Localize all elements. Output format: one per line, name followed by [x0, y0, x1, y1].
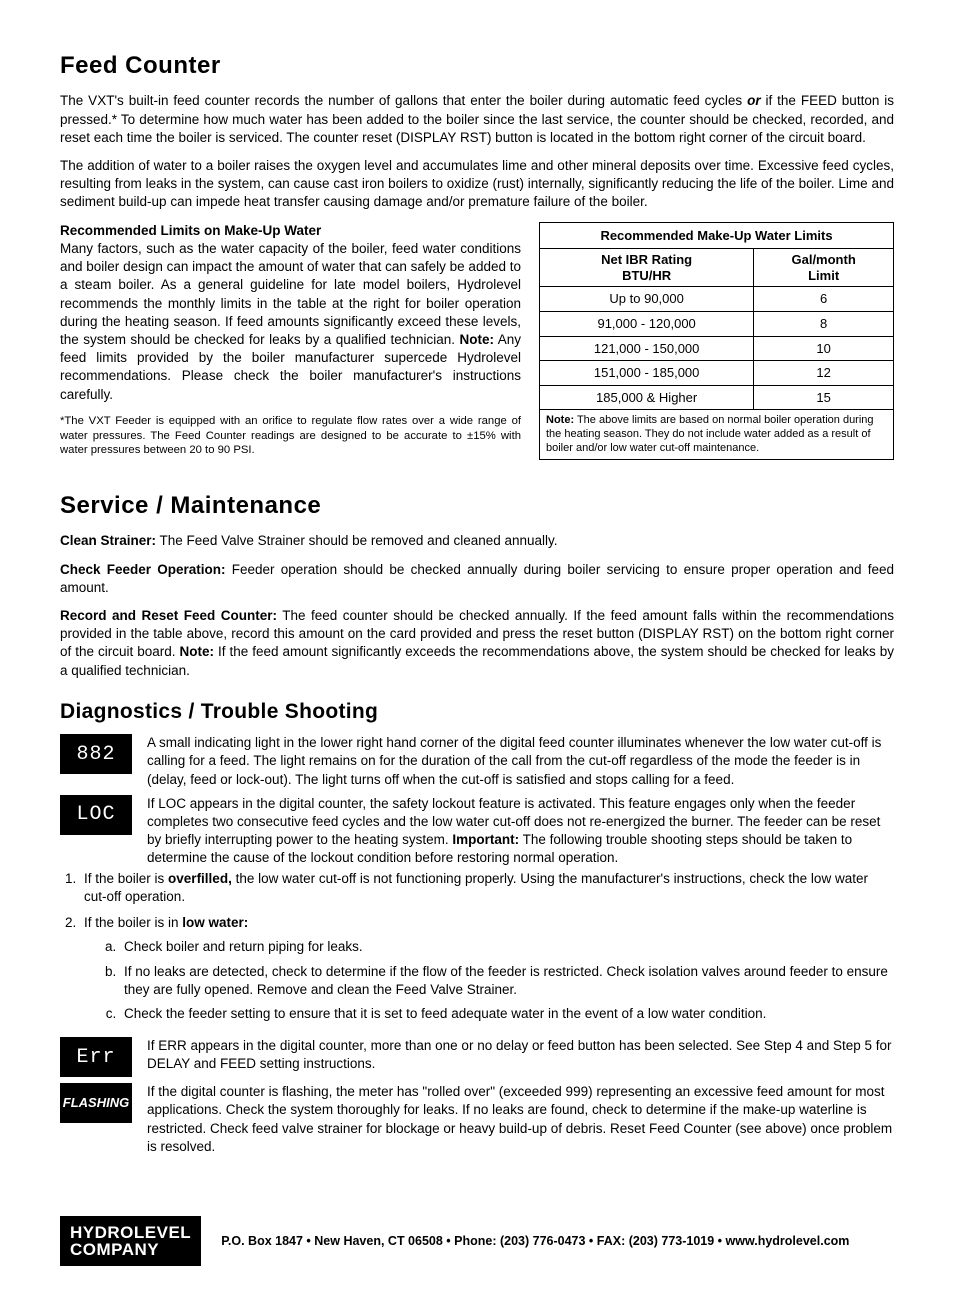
limits-paragraph: Recommended Limits on Make-Up Water Many… — [60, 222, 521, 404]
hydrolevel-logo: HYDROLEVELCOMPANY — [60, 1216, 201, 1266]
service-item-1: Clean Strainer: The Feed Valve Strainer … — [60, 532, 894, 550]
diagnostics-heading: Diagnostics / Trouble Shooting — [60, 698, 894, 726]
display-flashing-icon: FLASHING — [60, 1083, 132, 1123]
feed-counter-p1: The VXT's built-in feed counter records … — [60, 92, 894, 147]
list-item: Check boiler and return piping for leaks… — [120, 938, 894, 956]
feed-counter-footnote: *The VXT Feeder is equipped with an orif… — [60, 414, 521, 458]
diag-item-loc: LOC If LOC appears in the digital counte… — [60, 795, 894, 868]
list-item: Check the feeder setting to ensure that … — [120, 1005, 894, 1023]
list-item: If the boiler is overfilled, the low wat… — [80, 870, 894, 906]
table-col2-head: Gal/monthLimit — [754, 249, 894, 287]
table-title: Recommended Make-Up Water Limits — [540, 222, 894, 249]
table-row: 91,000 - 120,0008 — [540, 311, 894, 336]
display-loc-icon: LOC — [60, 795, 132, 835]
page-footer: HYDROLEVELCOMPANY P.O. Box 1847 • New Ha… — [60, 1216, 894, 1266]
list-item: If no leaks are detected, check to deter… — [120, 963, 894, 999]
limits-subhead: Recommended Limits on Make-Up Water — [60, 223, 321, 238]
diag-item-882: 882 A small indicating light in the lowe… — [60, 734, 894, 789]
limits-table: Recommended Make-Up Water Limits Net IBR… — [539, 222, 894, 410]
diag-item-err: Err If ERR appears in the digital counte… — [60, 1037, 894, 1077]
table-row: 151,000 - 185,00012 — [540, 361, 894, 386]
service-heading: Service / Maintenance — [60, 490, 894, 522]
display-err-icon: Err — [60, 1037, 132, 1077]
table-row: 121,000 - 150,00010 — [540, 336, 894, 361]
service-item-3: Record and Reset Feed Counter: The feed … — [60, 607, 894, 680]
feed-counter-p2: The addition of water to a boiler raises… — [60, 157, 894, 212]
feed-counter-heading: Feed Counter — [60, 50, 894, 82]
display-882-icon: 882 — [60, 734, 132, 774]
table-note: Note: The above limits are based on norm… — [539, 410, 894, 460]
diag-item-flashing: FLASHING If the digital counter is flash… — [60, 1083, 894, 1156]
footer-contact: P.O. Box 1847 • New Haven, CT 06508 • Ph… — [221, 1233, 894, 1250]
table-row: 185,000 & Higher15 — [540, 385, 894, 410]
list-item: If the boiler is in low water: Check boi… — [80, 914, 894, 1023]
table-col1-head: Net IBR RatingBTU/HR — [540, 249, 754, 287]
service-item-2: Check Feeder Operation: Feeder operation… — [60, 561, 894, 597]
troubleshoot-list: If the boiler is overfilled, the low wat… — [80, 870, 894, 1024]
table-row: Up to 90,0006 — [540, 287, 894, 312]
